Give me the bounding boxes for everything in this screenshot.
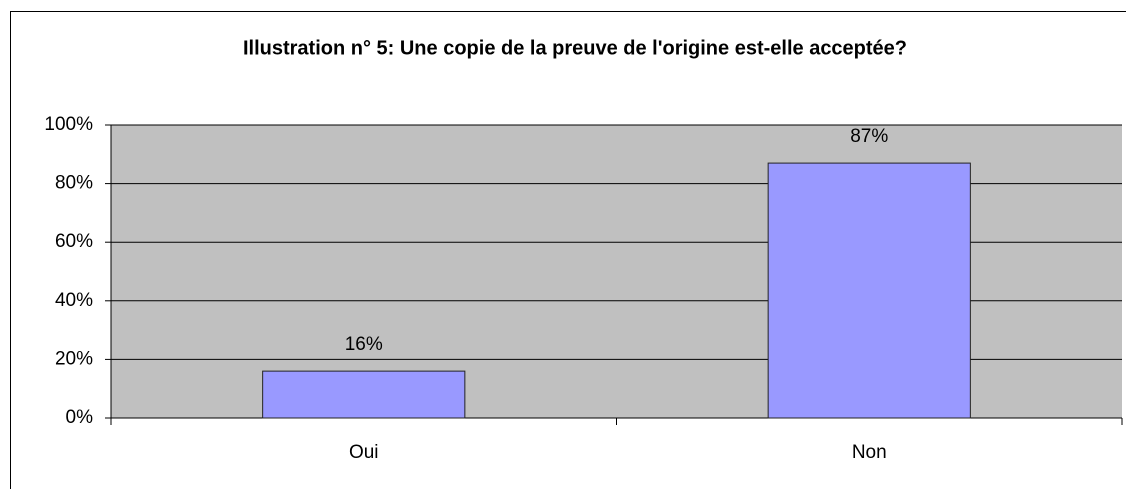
y-tick-label: 100% — [44, 114, 93, 135]
y-tick-label: 60% — [55, 231, 93, 252]
x-tick-label: Oui — [349, 442, 379, 463]
y-tick-label: 0% — [66, 407, 94, 428]
y-tick-label: 20% — [55, 348, 93, 369]
bar — [767, 162, 971, 419]
chart-title: Illustration n° 5: Une copie de la preuv… — [243, 37, 907, 59]
bar — [262, 370, 466, 419]
y-tick-label: 80% — [55, 173, 93, 194]
data-label: 16% — [345, 334, 383, 355]
x-tick-label: Non — [852, 442, 887, 463]
y-tick-label: 40% — [55, 290, 93, 311]
data-label: 87% — [850, 126, 888, 147]
